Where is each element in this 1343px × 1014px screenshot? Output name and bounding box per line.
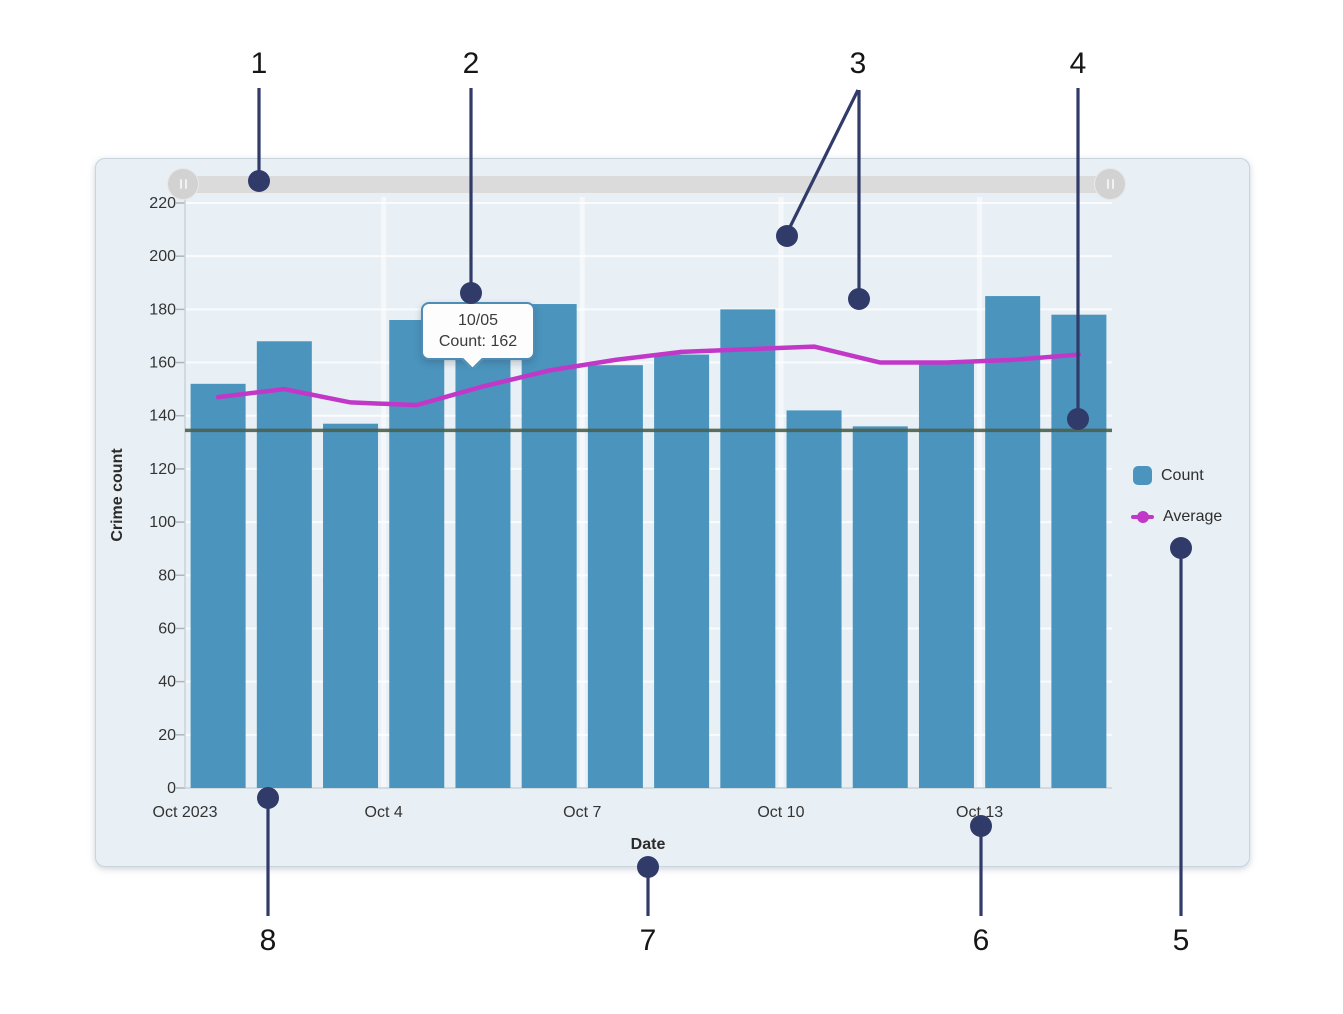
y-tick-label: 160 — [149, 355, 176, 372]
bar-10/04[interactable] — [389, 320, 445, 788]
x-tick-label: Oct 4 — [365, 804, 403, 821]
legend-item-average[interactable]: Average — [1131, 508, 1222, 526]
x-tick-label: Oct 2023 — [153, 804, 218, 821]
scrollbar-left-handle[interactable] — [167, 168, 199, 200]
bar-10/01[interactable] — [190, 383, 246, 788]
x-tick-label: Oct 10 — [757, 804, 804, 821]
annotation-3-label: 3 — [849, 47, 867, 80]
bar-10/10[interactable] — [786, 410, 842, 788]
bar-10/11[interactable] — [852, 426, 908, 788]
x-axis-title: Date — [630, 836, 666, 853]
tooltip: 10/05 Count: 162 — [421, 302, 535, 371]
y-tick-label: 220 — [149, 195, 176, 212]
line-marker-icon — [1131, 511, 1154, 523]
grip-bars-icon — [179, 179, 182, 189]
y-tick-label: 40 — [158, 674, 176, 691]
annotation-5-label: 5 — [1172, 924, 1190, 957]
tooltip-value: Count: 162 — [438, 333, 518, 350]
bar-10/12[interactable] — [918, 362, 974, 788]
bar-10/02[interactable] — [256, 341, 312, 788]
annotation-1-label: 1 — [250, 47, 268, 80]
tooltip-title: 10/05 — [457, 312, 499, 329]
y-tick-label: 120 — [149, 461, 176, 478]
x-tick-label: Oct 7 — [563, 804, 601, 821]
bar-10/09[interactable] — [720, 309, 776, 788]
scrollbar-right-handle[interactable] — [1094, 168, 1126, 200]
bar-10/06[interactable] — [521, 304, 577, 788]
bar-10/03[interactable] — [323, 423, 379, 788]
grip-bars-icon — [1106, 179, 1109, 189]
grip-bars-icon — [184, 179, 187, 189]
y-tick-label: 100 — [149, 514, 176, 531]
annotation-8-label: 8 — [259, 924, 277, 957]
y-tick-label: 0 — [167, 780, 176, 797]
x-tick-label: Oct 13 — [956, 804, 1003, 821]
y-tick-label: 80 — [158, 567, 176, 584]
average-line[interactable] — [215, 344, 1082, 408]
legend-count-label: Count — [1161, 466, 1204, 484]
scrollbar-track[interactable] — [170, 176, 1106, 193]
y-tick-label: 180 — [149, 301, 176, 318]
y-tick-label: 60 — [158, 620, 176, 637]
annotation-6-label: 6 — [972, 924, 990, 957]
bar-swatch-icon — [1133, 466, 1152, 485]
grip-bars-icon — [1111, 179, 1114, 189]
bar-10/07[interactable] — [587, 365, 643, 788]
y-tick-label: 140 — [149, 408, 176, 425]
legend-item-count[interactable]: Count — [1133, 466, 1204, 485]
bar-10/13[interactable] — [985, 296, 1041, 788]
bar-10/14[interactable] — [1051, 314, 1107, 788]
bar-10/05[interactable] — [455, 357, 511, 788]
y-tick-label: 200 — [149, 248, 176, 265]
annotation-7-label: 7 — [639, 924, 657, 957]
y-tick-label: 20 — [158, 727, 176, 744]
annotation-4-label: 4 — [1069, 47, 1087, 80]
annotation-2-label: 2 — [462, 47, 480, 80]
legend-average-label: Average — [1163, 508, 1223, 525]
bar-10/08[interactable] — [654, 354, 710, 788]
y-axis-title: Crime count — [109, 448, 126, 542]
